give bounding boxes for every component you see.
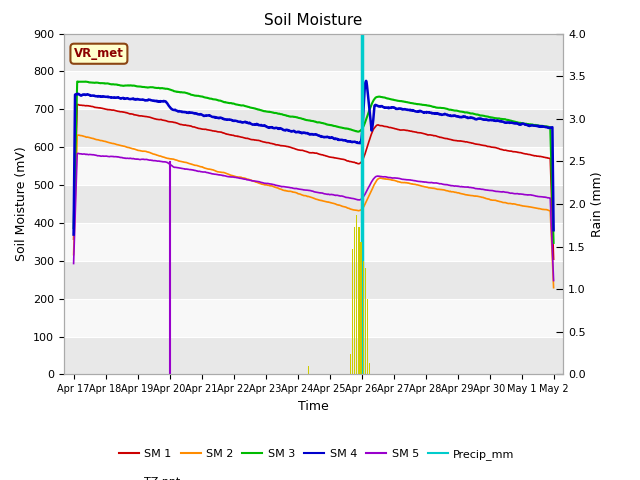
Bar (369, 363, 370, 374)
Bar (64, 109, 563, 147)
Bar (358, 227, 360, 374)
Bar (367, 299, 368, 374)
Bar (64, 299, 563, 336)
Bar (64, 336, 563, 374)
Bar (365, 268, 366, 374)
Bar (352, 250, 353, 374)
Bar (64, 261, 563, 299)
Title: Soil Moisture: Soil Moisture (264, 13, 363, 28)
Bar (356, 216, 357, 374)
Bar (363, 261, 364, 374)
Bar (354, 227, 355, 374)
Y-axis label: Soil Moisture (mV): Soil Moisture (mV) (15, 146, 28, 262)
Bar (64, 34, 563, 72)
Bar (308, 366, 309, 374)
Bar (349, 354, 351, 374)
Bar (64, 185, 563, 223)
Text: VR_met: VR_met (74, 47, 124, 60)
Bar (64, 147, 563, 185)
Bar (64, 223, 563, 261)
Bar (64, 72, 563, 109)
X-axis label: Time: Time (298, 400, 329, 413)
Y-axis label: Rain (mm): Rain (mm) (591, 171, 604, 237)
Bar (360, 242, 362, 374)
Legend: TZ ppt: TZ ppt (115, 473, 185, 480)
